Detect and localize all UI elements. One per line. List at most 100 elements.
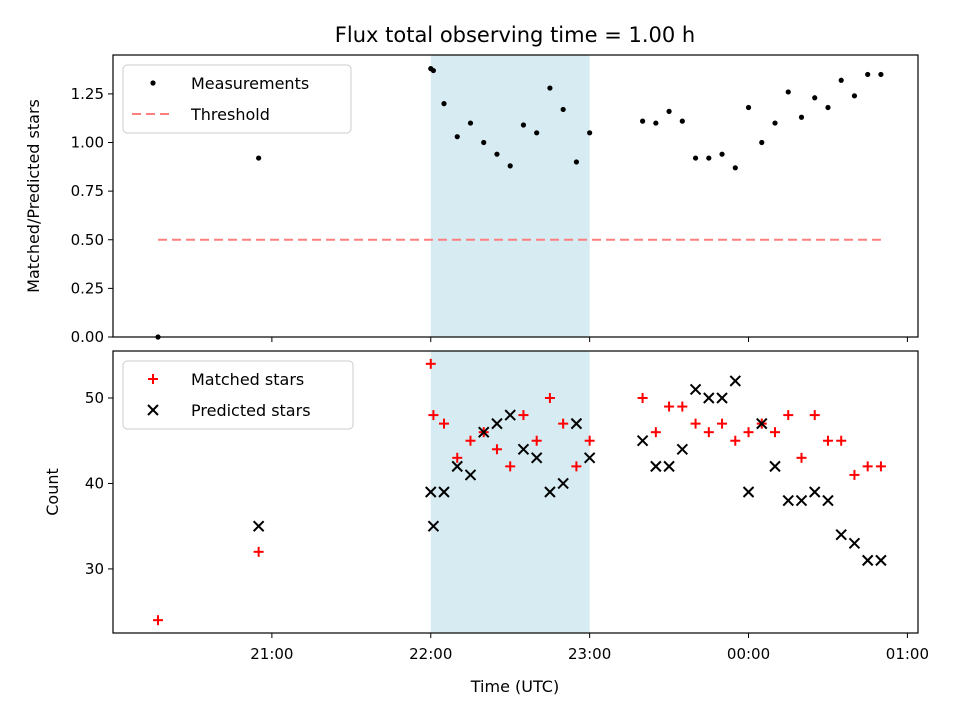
data-point [491, 444, 502, 455]
x-tick-label: 00:00 [727, 645, 770, 663]
data-point [689, 383, 702, 396]
y-axis-label: Count [43, 468, 62, 516]
data-point [809, 486, 821, 498]
y-tick-label: 0.00 [71, 328, 104, 346]
data-point [544, 486, 556, 498]
data-point [677, 401, 688, 412]
data-point [640, 118, 646, 124]
top-panel: 0.00 0.25 0.50 0.75 1.00 1.25 Matched/Predicte… [24, 54, 919, 346]
data-point [464, 469, 477, 481]
data-point [505, 461, 516, 472]
data-point [770, 427, 781, 438]
observing-window [430, 55, 590, 337]
chart-title: Flux total observing time = 1.00 h [335, 23, 695, 47]
series-measurements [155, 66, 884, 340]
data-point [875, 554, 887, 567]
data-point [650, 460, 662, 473]
data-point [676, 443, 689, 455]
legend-box [122, 360, 354, 430]
data-point [452, 452, 463, 463]
data-point [822, 494, 834, 507]
data-point [557, 477, 569, 490]
data-point [583, 452, 596, 464]
data-point [719, 151, 725, 157]
data-point [439, 418, 450, 429]
data-point [835, 529, 847, 541]
data-point [636, 435, 649, 447]
data-point [438, 486, 450, 498]
observing-window [430, 351, 590, 633]
data-point [427, 520, 440, 532]
data-point [518, 410, 529, 421]
data-point [520, 122, 527, 128]
data-point [838, 77, 844, 83]
data-point [783, 410, 794, 421]
data-point [666, 108, 672, 114]
y-tick-label: 1.00 [71, 134, 104, 152]
data-point [809, 410, 820, 421]
data-point [504, 409, 516, 421]
legend-box [122, 64, 352, 134]
data-point [729, 375, 741, 387]
data-point [785, 89, 791, 95]
x-tick-label: 22:00 [409, 645, 452, 663]
legend-label: Matched stars [191, 370, 304, 389]
data-point [849, 469, 860, 480]
legend-label: Threshold [190, 105, 270, 124]
plot-frame [112, 350, 919, 634]
data-point [153, 615, 164, 626]
data-point [573, 159, 580, 165]
data-point [547, 85, 553, 91]
data-point [430, 67, 437, 74]
data-point [428, 410, 439, 421]
data-point [584, 435, 595, 446]
data-point [759, 139, 765, 146]
data-point [862, 461, 873, 472]
y-axis-label: Matched/Predicted stars [24, 99, 43, 293]
data-point [756, 417, 768, 430]
x-tick-label: 21:00 [250, 645, 293, 663]
data-point [865, 71, 871, 78]
data-point [679, 118, 685, 124]
data-point [703, 392, 715, 404]
data-point [706, 155, 712, 161]
data-point [441, 101, 447, 107]
bottom-panel: 30 40 50 21:00 22:00 23:00 00:00 01:00 Count Matc… [43, 350, 929, 663]
x-tick-label: 01:00 [886, 645, 929, 663]
data-point [730, 435, 741, 446]
data-point [664, 401, 675, 412]
data-point [467, 120, 474, 126]
x-tick-label: 23:00 [568, 645, 611, 663]
series-matched-stars [153, 358, 886, 626]
data-point [560, 106, 566, 113]
data-point [822, 435, 833, 446]
data-point [653, 120, 659, 126]
data-point [825, 104, 831, 111]
data-point [732, 165, 738, 171]
data-point [587, 130, 593, 136]
data-point [571, 461, 582, 472]
data-point [481, 139, 487, 146]
data-point [717, 418, 728, 429]
data-point [517, 443, 530, 455]
data-point [742, 486, 755, 498]
data-point [745, 104, 752, 111]
data-point [494, 151, 500, 157]
data-point [769, 460, 781, 473]
data-point [454, 134, 460, 140]
data-point [851, 93, 858, 99]
data-point [798, 114, 805, 120]
y-tick-label: 0.25 [71, 279, 104, 297]
data-point [663, 460, 675, 473]
legend-swatch [148, 374, 158, 384]
data-point [465, 435, 476, 446]
data-point [252, 520, 265, 532]
data-point [795, 494, 808, 507]
data-point [531, 435, 542, 446]
data-point [690, 418, 701, 429]
data-point [848, 537, 861, 549]
y-tick-label: 30 [85, 560, 104, 578]
data-point [534, 130, 540, 136]
data-point [637, 393, 648, 403]
data-point [507, 163, 513, 169]
